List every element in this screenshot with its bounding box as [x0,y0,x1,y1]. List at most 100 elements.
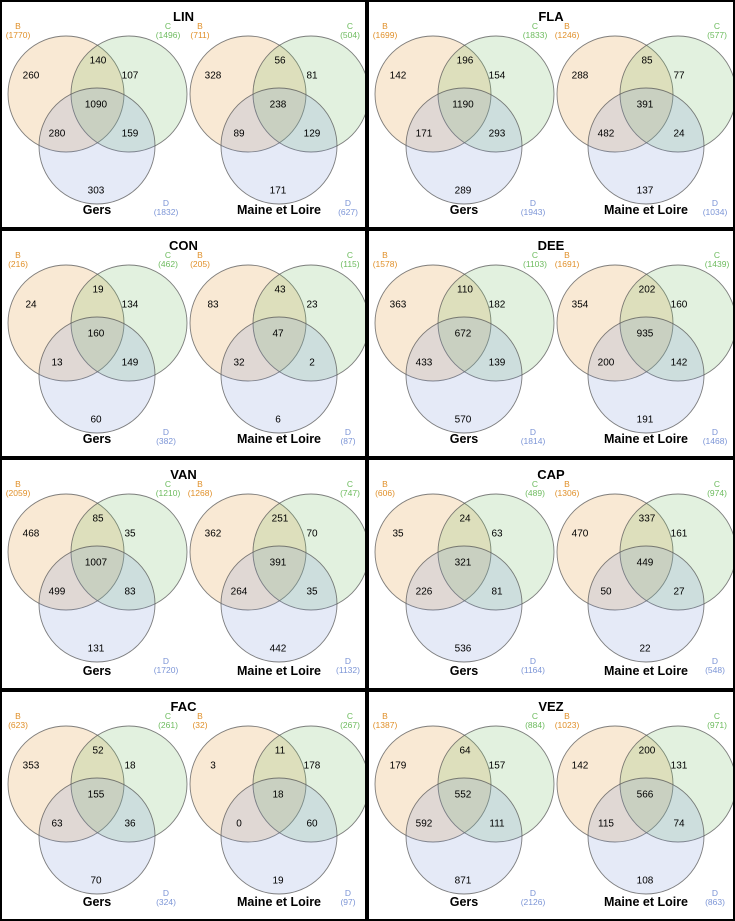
location-label: Gers [82,664,112,678]
region-d-count: 108 [637,876,654,887]
region-cd-count: 27 [673,587,685,598]
set-b-name: B [564,250,570,260]
set-b-circle [7,35,125,153]
set-d-name: D [712,427,718,437]
location-label: Gers [449,432,479,446]
set-b-name: B [15,21,21,31]
set-d-circle [405,87,523,205]
region-cd-count: 293 [489,129,506,140]
set-b-name: B [15,479,21,489]
region-c-count: 18 [124,761,136,772]
venn-maine-et-loire: B(1268) C(747) D(1132) 362 70 442 251 264 35 391 [188,479,365,675]
set-d-name: D [163,656,169,666]
set-c-name: C [347,21,353,31]
location-label: Maine et Loire [236,664,322,678]
region-bc-count: 202 [639,285,656,296]
region-b-count: 354 [572,300,589,311]
panel-cap: CAP B (606) C (489) D (1164) 35 63 536 24 226 81 321 B… [367,458,735,690]
set-c-total: (1833) [523,30,548,40]
venn-maine-et-loire: B(1306) C(974) D(548) 470 161 22 337 50 27 449 [555,479,733,675]
location-label: Maine et Loire [236,432,322,446]
set-b-circle [556,264,674,382]
set-b-total: (1699) [373,30,398,40]
region-bd-count: 433 [416,358,433,369]
region-bd-count: 499 [49,587,66,598]
venn-gers: B(1699) C(1833) D(1943) 142 154 289 196 171 293 1… [373,21,555,217]
panel-fac: FAC B (623) C (261) D (324) 353 18 70 52 63 36 155 B (3… [0,690,367,921]
region-bd-count: 63 [51,819,63,830]
region-b-count: 3 [210,761,216,772]
region-cd-count: 81 [491,587,503,598]
region-d-count: 871 [455,876,472,887]
location-label: Maine et Loire [603,895,689,909]
region-cd-count: 83 [124,587,136,598]
set-b-circle [7,264,125,382]
region-bc-count: 85 [92,514,104,525]
set-c-name: C [532,479,538,489]
region-bc-count: 85 [641,56,653,67]
panel-lin: LIN B (1770) C (1496) D (1832) 260 107 303 140 280 1… [0,0,367,229]
region-bcd-count: 672 [455,329,472,340]
location-label: Maine et Loire [603,432,689,446]
set-c-total: (462) [158,259,178,269]
region-d-count: 22 [639,644,651,655]
region-d-count: 6 [275,415,281,426]
region-c-count: 131 [671,761,688,772]
set-c-name: C [714,711,720,721]
set-d-circle [587,87,705,205]
set-c-name: C [165,21,171,31]
region-bd-count: 264 [231,587,248,598]
venn-gers: B(1770) C(1496) D(1832) 260 107 303 140 280 159 1… [6,21,188,217]
region-cd-count: 159 [122,129,139,140]
set-d-circle [405,545,523,663]
set-d-total: (1832) [154,207,179,217]
set-c-name: C [347,711,353,721]
panel-title: VEZ [538,699,564,714]
set-d-circle [405,316,523,434]
set-d-total: (97) [340,897,355,907]
set-b-name: B [382,250,388,260]
set-d-name: D [345,888,351,898]
set-b-name: B [382,711,388,721]
region-cd-count: 111 [489,819,505,830]
set-d-total: (324) [156,897,176,907]
region-bc-count: 64 [459,746,471,757]
venn-gers: B(1578) C(1103) D(1814) 363 182 570 110 433 139 6… [373,250,555,446]
region-bcd-count: 47 [272,329,284,340]
set-c-name: C [714,250,720,260]
region-d-count: 137 [637,186,654,197]
set-b-name: B [564,21,570,31]
set-d-circle [587,545,705,663]
location-label: Gers [449,203,479,217]
region-d-count: 536 [455,644,472,655]
set-d-circle [38,87,156,205]
set-d-total: (87) [340,436,355,446]
set-b-name: B [15,250,21,260]
region-cd-count: 142 [671,358,688,369]
region-b-count: 353 [23,761,40,772]
set-b-circle [189,493,307,611]
region-cd-count: 74 [673,819,685,830]
venn-maine-et-loire: B(1023) C(971) D(863) 142 131 108 200 115 74 566 [555,711,733,907]
region-bc-count: 196 [457,56,474,67]
region-d-count: 70 [90,876,102,887]
location-label: Gers [449,664,479,678]
set-b-circle [556,493,674,611]
set-b-circle [374,725,492,843]
set-c-total: (1439) [705,259,730,269]
set-d-name: D [345,427,351,437]
region-bd-count: 171 [416,129,433,140]
region-bcd-count: 321 [455,558,472,569]
region-bc-count: 56 [274,56,286,67]
set-d-circle [38,777,156,895]
region-c-count: 178 [304,761,321,772]
venn-maine-et-loire: B(711) C(504) D(627) 328 81 171 56 89 129 238 [189,21,365,217]
region-bcd-count: 449 [637,558,654,569]
panel-title: DEE [537,238,565,253]
set-c-name: C [165,479,171,489]
region-c-count: 63 [491,529,503,540]
region-bcd-count: 935 [637,329,654,340]
set-d-name: D [530,427,536,437]
region-bd-count: 482 [598,129,615,140]
